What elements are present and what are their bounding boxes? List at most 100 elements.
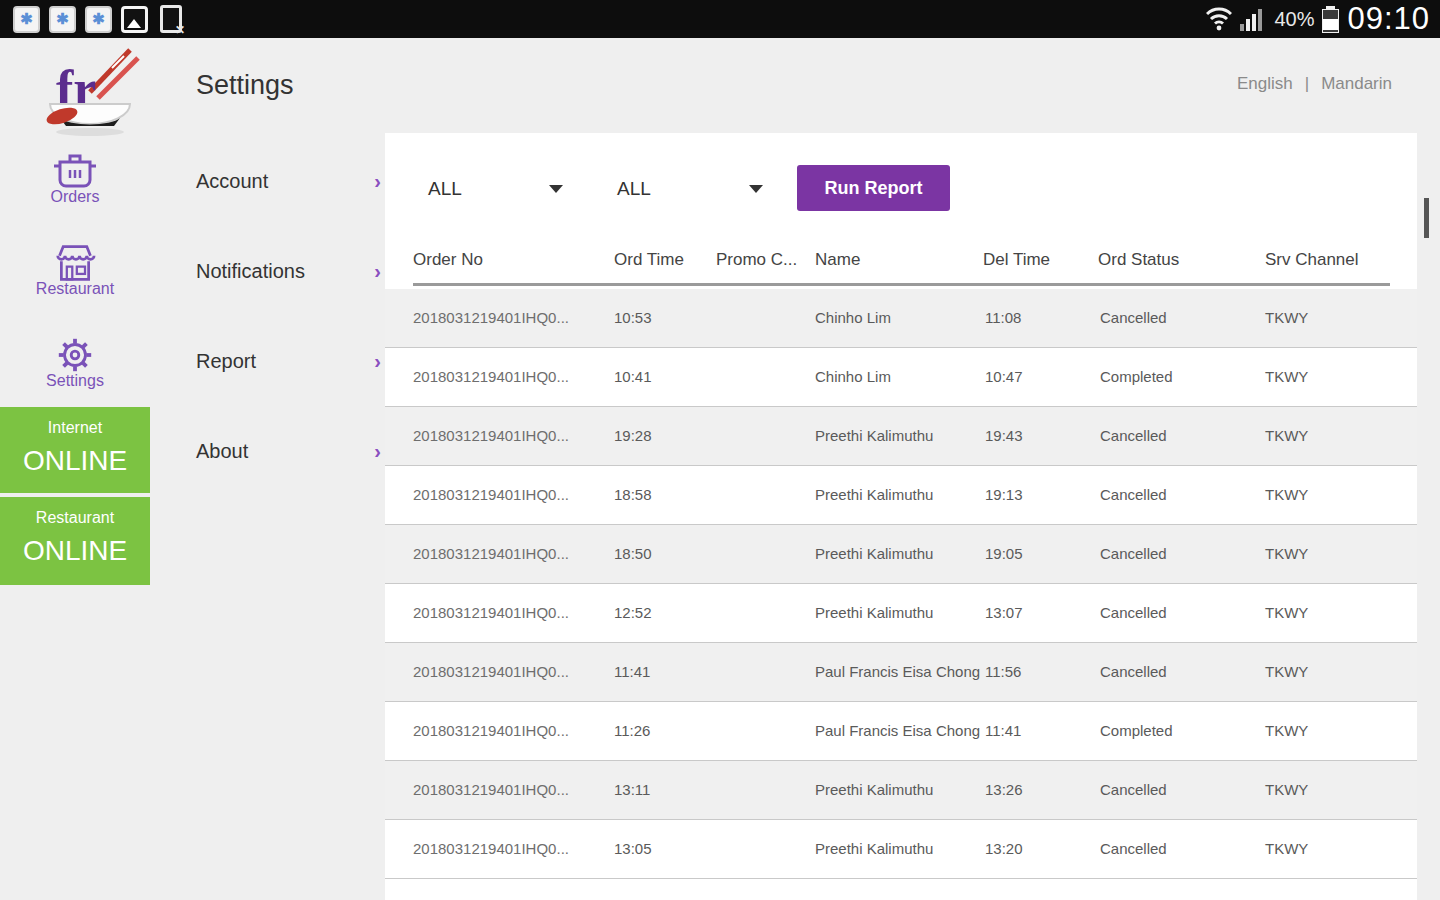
cell-channel: TKWY [1265, 820, 1390, 878]
cell-channel: TKWY [1265, 466, 1390, 524]
cell-channel: TKWY [1265, 643, 1390, 701]
cell-order-no: 2018031219401IHQ0... [413, 761, 613, 819]
table-row[interactable]: 2018031219401IHQ0...13:11 Preethi Kalimut… [385, 761, 1417, 820]
cell-ord-time: 11:41 [614, 643, 714, 701]
cell-name: Preethi Kalimuthu [815, 761, 983, 819]
cell-name: Chinho Lim [815, 289, 983, 347]
badge-title: Restaurant [0, 497, 150, 527]
cell-order-no: 2018031219401IHQ0... [413, 407, 613, 465]
cell-name: Paul Francis Eisa Chong [815, 702, 983, 760]
run-report-button[interactable]: Run Report [797, 165, 950, 211]
cell-ord-time: 18:58 [614, 466, 714, 524]
sidebar-item-restaurant[interactable]: Restaurant [0, 280, 150, 298]
chevron-right-icon: › [374, 170, 381, 193]
cell-order-no: 2018031219401IHQ0... [413, 643, 613, 701]
cell-ord-time: 19:28 [614, 407, 714, 465]
cell-name: Paul Francis Eisa Chong [815, 643, 983, 701]
sidebar-item-orders[interactable]: Orders [0, 188, 150, 206]
column-header-del-time: Del Time [983, 237, 1050, 283]
cell-order-no: 2018031219401IHQ0... [413, 348, 613, 406]
cell-promo [716, 584, 813, 642]
battery-percentage: 40% [1274, 8, 1314, 31]
menu-item-notifications[interactable]: Notifications › [196, 251, 381, 291]
menu-item-about[interactable]: About › [196, 431, 381, 471]
gear-icon[interactable] [50, 335, 100, 375]
report-table-rows: 2018031219401IHQ0...10:53Chinho Lim11:08… [385, 289, 1417, 879]
menu-item-account[interactable]: Account › [196, 161, 381, 201]
cell-promo [716, 820, 813, 878]
cell-promo [716, 466, 813, 524]
app-notification-icon: ✱ [85, 6, 112, 33]
cell-ord-time: 12:52 [614, 584, 714, 642]
status-bar-notification-icons: ✱ ✱ ✱ [0, 5, 182, 33]
table-row[interactable]: 2018031219401IHQ0...12:52 Preethi Kalimut… [385, 584, 1417, 643]
report-filter-dropdown-2[interactable]: ALL [617, 168, 763, 210]
report-filter-dropdown-1[interactable]: ALL [428, 168, 563, 210]
cell-name: Preethi Kalimuthu [815, 820, 983, 878]
cell-ord-time: 13:11 [614, 761, 714, 819]
column-header-order-no: Order No [413, 237, 483, 283]
sidebar-item-settings[interactable]: Settings [0, 372, 150, 390]
cell-ord-time: 10:53 [614, 289, 714, 347]
cell-del-time: 19:13 [985, 466, 1098, 524]
cell-order-no: 2018031219401IHQ0... [413, 702, 613, 760]
column-header-srv-channel: Srv Channel [1265, 237, 1359, 283]
table-row[interactable]: 2018031219401IHQ0...19:28Preethi Kalimut… [385, 407, 1417, 466]
table-row[interactable]: 2018031219401IHQ0...10:53Chinho Lim11:08… [385, 289, 1417, 348]
chevron-right-icon: › [374, 260, 381, 283]
cell-ord-time: 11:26 [614, 702, 714, 760]
signal-icon [1240, 7, 1266, 31]
battery-icon [1322, 6, 1339, 33]
table-row[interactable]: 2018031219401IHQ0...11:41 Paul Francis Ei… [385, 643, 1417, 702]
language-english[interactable]: English [1237, 74, 1293, 94]
cell-status: Cancelled [1100, 466, 1263, 524]
table-row[interactable]: 2018031219401IHQ0...10:41Chinho Lim10:47… [385, 348, 1417, 407]
scrollbar-thumb[interactable] [1424, 198, 1429, 238]
cell-channel: TKWY [1265, 289, 1390, 347]
cell-promo [716, 761, 813, 819]
table-row[interactable]: 2018031219401IHQ0...11:26 Paul Francis Ei… [385, 702, 1417, 761]
restaurant-status-badge: Restaurant ONLINE [0, 497, 150, 585]
column-header-ord-time: Ord Time [614, 237, 684, 283]
cell-ord-time: 18:50 [614, 525, 714, 583]
page-title: Settings [196, 70, 294, 101]
table-row[interactable]: 2018031219401IHQ0...18:58 Preethi Kalimut… [385, 466, 1417, 525]
table-row[interactable]: 2018031219401IHQ0...13:05 Preethi Kalimut… [385, 820, 1417, 879]
file-x-icon [160, 5, 182, 33]
cell-order-no: 2018031219401IHQ0... [413, 525, 613, 583]
pot-icon[interactable] [50, 150, 100, 190]
cell-del-time: 13:07 [985, 584, 1098, 642]
chevron-down-icon [749, 185, 763, 193]
cell-status: Cancelled [1100, 289, 1263, 347]
app-notification-icon: ✱ [49, 6, 76, 33]
storefront-icon[interactable] [50, 243, 100, 283]
cell-promo [716, 643, 813, 701]
report-table-header: Order No Ord Time Promo C... Name Del Ti… [385, 237, 1417, 283]
cell-status: Cancelled [1100, 643, 1263, 701]
column-header-ord-status: Ord Status [1098, 237, 1179, 283]
cell-name: Preethi Kalimuthu [815, 584, 983, 642]
cell-del-time: 10:47 [985, 348, 1098, 406]
status-bar: ✱ ✱ ✱ 40% 09:10 [0, 0, 1440, 38]
language-mandarin[interactable]: Mandarin [1321, 74, 1392, 94]
clock: 09:10 [1347, 1, 1430, 37]
cell-order-no: 2018031219401IHQ0... [413, 584, 613, 642]
column-header-promo-code: Promo C... [716, 237, 797, 283]
cell-del-time: 19:05 [985, 525, 1098, 583]
cell-order-no: 2018031219401IHQ0... [413, 466, 613, 524]
chevron-right-icon: › [374, 440, 381, 463]
table-row[interactable]: 2018031219401IHQ0...18:50Preethi Kalimut… [385, 525, 1417, 584]
cell-channel: TKWY [1265, 407, 1390, 465]
cell-name: Preethi Kalimuthu [815, 466, 983, 524]
cell-ord-time: 13:05 [614, 820, 714, 878]
cell-order-no: 2018031219401IHQ0... [413, 820, 613, 878]
menu-item-report[interactable]: Report › [196, 341, 381, 381]
cell-name: Chinho Lim [815, 348, 983, 406]
cell-status: Completed [1100, 702, 1263, 760]
cell-status: Cancelled [1100, 761, 1263, 819]
cell-promo [716, 407, 813, 465]
internet-status-badge: Internet ONLINE [0, 407, 150, 493]
cell-order-no: 2018031219401IHQ0... [413, 289, 613, 347]
restaurant-bowl-logo: fr [32, 44, 147, 139]
cell-promo [716, 702, 813, 760]
